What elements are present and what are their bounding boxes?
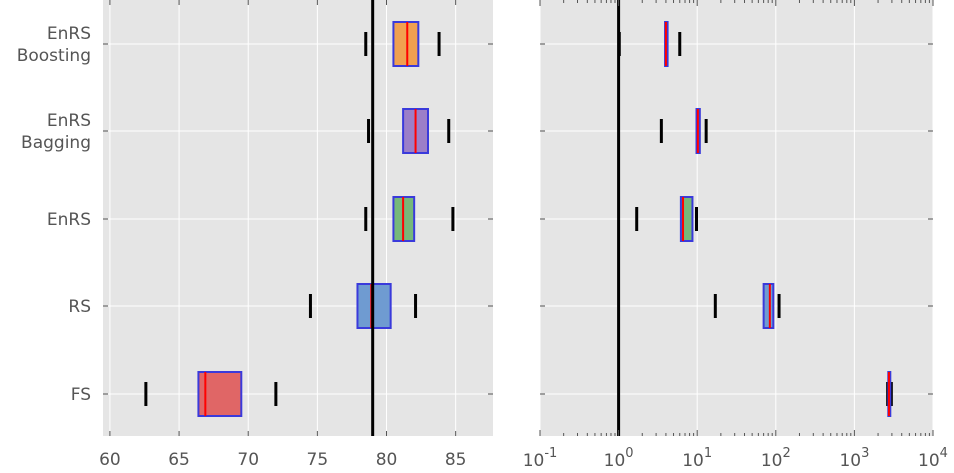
- category-label-rs: RS: [68, 297, 91, 317]
- category-labels: EnRS Boosting EnRS Bagging EnRS RS FS: [17, 24, 91, 405]
- category-label-enrs-boosting: EnRS Boosting: [17, 24, 91, 66]
- left-xtick-label-75: 75: [307, 450, 329, 470]
- right-plot-background: [540, 0, 933, 436]
- right-xtick-label-1: 101: [682, 446, 712, 471]
- left-axis: 60 65 70 75 80 85: [99, 0, 493, 470]
- left-xtick-label-80: 80: [376, 450, 398, 470]
- left-plot-background: [103, 0, 493, 436]
- right-axis: 10-1 100 101 102 103 104: [523, 0, 948, 471]
- right-rs-box: [762, 283, 775, 329]
- left-xtick-label-65: 65: [168, 450, 190, 470]
- left-enrs-boosting-box: [392, 21, 420, 67]
- left-xtick-label-60: 60: [99, 450, 121, 470]
- left-xtick-label-70: 70: [237, 450, 259, 470]
- left-xtick-label-85: 85: [445, 450, 467, 470]
- category-label-fs: FS: [71, 385, 91, 405]
- category-label-enrs-bagging: EnRS Bagging: [21, 111, 91, 153]
- right-boxes: [617, 0, 893, 436]
- right-xtick-label-2: 102: [761, 446, 791, 471]
- right-xtick-label--1: 10-1: [523, 446, 558, 471]
- left-boxes: [144, 0, 455, 436]
- category-label-enrs: EnRS: [47, 210, 91, 230]
- right-xtick-label-3: 103: [839, 446, 869, 471]
- right-enrs-box: [679, 196, 694, 242]
- right-xtick-label-0: 100: [604, 446, 634, 471]
- right-xtick-label-4: 104: [918, 446, 948, 471]
- left-gridlines: [103, 0, 493, 436]
